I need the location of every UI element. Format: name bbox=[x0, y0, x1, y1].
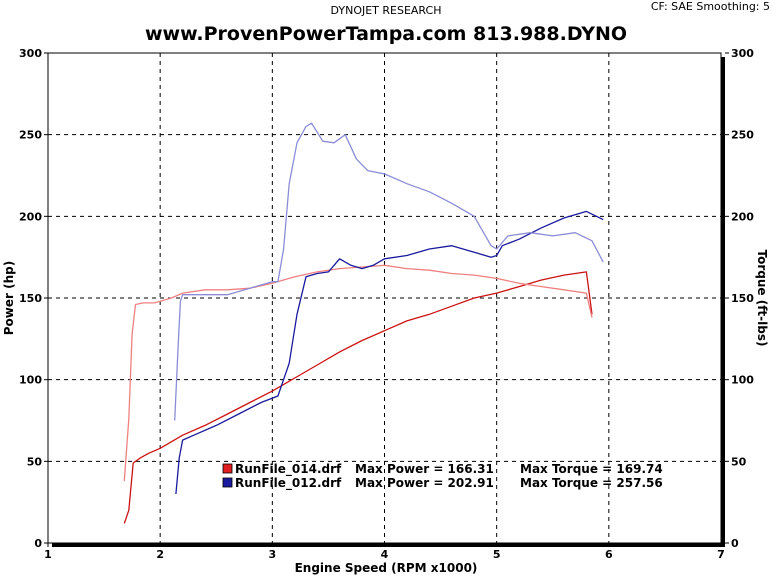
y-left-tick-label: 100 bbox=[19, 374, 42, 387]
y-left-tick-label: 300 bbox=[19, 47, 42, 60]
y-axis-left-label: Power (hp) bbox=[2, 261, 16, 335]
x-tick-label: 4 bbox=[381, 548, 389, 561]
y-left-tick-label: 250 bbox=[19, 129, 42, 142]
y-axis-right-ticks: 0 50 100 150 200 250 300 bbox=[725, 47, 754, 550]
x-tick-label: 3 bbox=[269, 548, 277, 561]
settings-label: CF: SAE Smoothing: 5 bbox=[651, 0, 770, 13]
legend-torque-1: Max Torque = 169.74 bbox=[520, 462, 663, 476]
legend-power-1: Max Power = 166.31 bbox=[355, 462, 494, 476]
y-axis-left-ticks: 0 50 100 150 200 250 300 bbox=[19, 47, 48, 550]
y-left-tick-label: 0 bbox=[34, 537, 42, 550]
y-left-tick-label: 50 bbox=[27, 455, 43, 468]
x-tick-label: 7 bbox=[717, 548, 725, 561]
legend-swatch-red bbox=[222, 463, 233, 474]
y-right-tick-label: 0 bbox=[731, 537, 739, 550]
legend: RunFile_014.drf Max Power = 166.31 Max T… bbox=[222, 462, 663, 491]
chart-title: www.ProvenPowerTampa.com 813.988.DYNO bbox=[145, 23, 627, 45]
y-right-tick-label: 50 bbox=[731, 455, 747, 468]
x-axis-ticks: 1 2 3 4 5 6 7 bbox=[44, 543, 725, 561]
series-group bbox=[123, 122, 604, 524]
grid bbox=[48, 53, 721, 543]
series-line-torque-4 bbox=[174, 122, 604, 421]
legend-file-1: RunFile_014.drf bbox=[235, 462, 342, 477]
y-right-tick-label: 250 bbox=[731, 129, 754, 142]
series-line-power-3 bbox=[175, 210, 604, 495]
y-left-tick-label: 200 bbox=[19, 210, 42, 223]
y-axis-right-label: Torque (ft-lbs) bbox=[755, 250, 769, 347]
legend-swatch-blue bbox=[222, 477, 233, 488]
y-right-tick-label: 150 bbox=[731, 292, 754, 305]
y-right-tick-label: 100 bbox=[731, 374, 754, 387]
x-tick-label: 6 bbox=[605, 548, 613, 561]
x-axis-label: Engine Speed (RPM x1000) bbox=[295, 561, 478, 575]
legend-file-2: RunFile_012.drf bbox=[235, 476, 342, 491]
y-right-tick-label: 200 bbox=[731, 210, 754, 223]
series-line-power-1 bbox=[123, 271, 593, 524]
x-tick-label: 2 bbox=[156, 548, 164, 561]
x-tick-label: 5 bbox=[493, 548, 501, 561]
company-label: DYNOJET RESEARCH bbox=[331, 4, 442, 17]
legend-power-2: Max Power = 202.91 bbox=[355, 476, 494, 490]
legend-torque-2: Max Torque = 257.56 bbox=[520, 476, 663, 490]
y-left-tick-label: 150 bbox=[19, 292, 42, 305]
x-tick-label: 1 bbox=[44, 548, 52, 561]
y-right-tick-label: 300 bbox=[731, 47, 754, 60]
series-line-torque-2 bbox=[123, 264, 593, 481]
